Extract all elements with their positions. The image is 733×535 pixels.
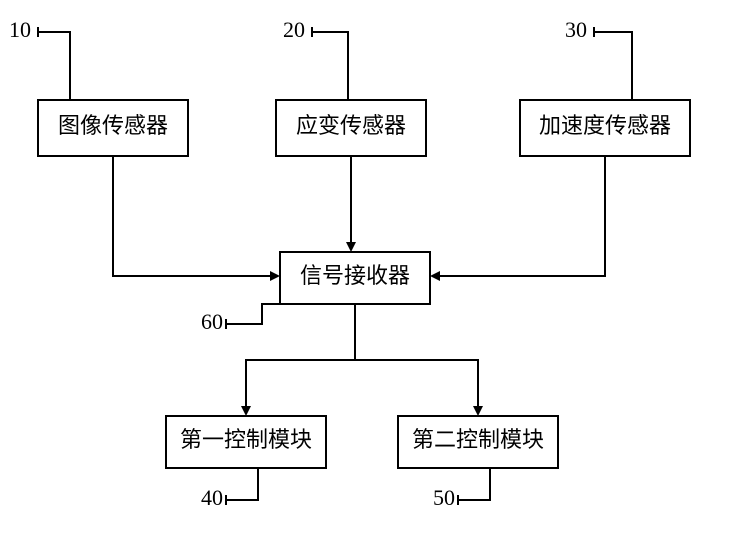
node-label-n60: 信号接收器 [300,263,410,288]
node-n10: 图像传感器 [38,100,188,156]
ref-callout-n60: 60 [201,304,286,334]
node-n50: 第二控制模块 [398,416,558,468]
node-label-n40: 第一控制模块 [180,427,312,452]
ref-number-n60: 60 [201,309,223,334]
ref-callout-n30: 30 [565,17,632,100]
node-label-n20: 应变传感器 [296,113,406,138]
ref-number-n50: 50 [433,485,455,510]
flowchart-diagram: 图像传感器 应变传感器 加速度传感器信号接收器第一控制模块 第二控制模块 10 20 30… [0,0,733,535]
node-label-n50: 第二控制模块 [412,427,544,452]
node-n20: 应变传感器 [276,100,426,156]
ref-number-n40: 40 [201,485,223,510]
ref-callout-n10: 10 [9,17,70,100]
node-label-n30: 加速度传感器 [539,113,671,138]
node-n40: 第一控制模块 [166,416,326,468]
ref-number-n30: 30 [565,17,587,42]
edge-n20-n60 [346,156,356,252]
ref-number-n20: 20 [283,17,305,42]
ref-callout-n50: 50 [433,468,490,510]
node-n30: 加速度传感器 [520,100,690,156]
edge-n60-n40 [241,304,355,416]
node-n60: 信号接收器 [280,252,430,304]
edge-n60-n50 [355,304,483,416]
ref-callout-n40: 40 [201,468,258,510]
edge-n10-n60 [113,156,280,281]
node-label-n10: 图像传感器 [58,113,168,138]
edge-n30-n60 [430,156,605,281]
ref-number-n10: 10 [9,17,31,42]
ref-callout-n20: 20 [283,17,348,100]
